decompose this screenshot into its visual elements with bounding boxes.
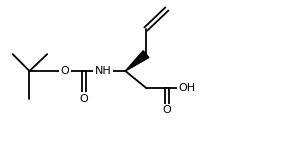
Text: O: O [80,94,89,104]
Text: NH: NH [95,66,112,76]
Text: OH: OH [179,83,196,93]
Text: O: O [162,105,171,115]
Text: O: O [60,66,69,76]
Polygon shape [125,51,149,71]
